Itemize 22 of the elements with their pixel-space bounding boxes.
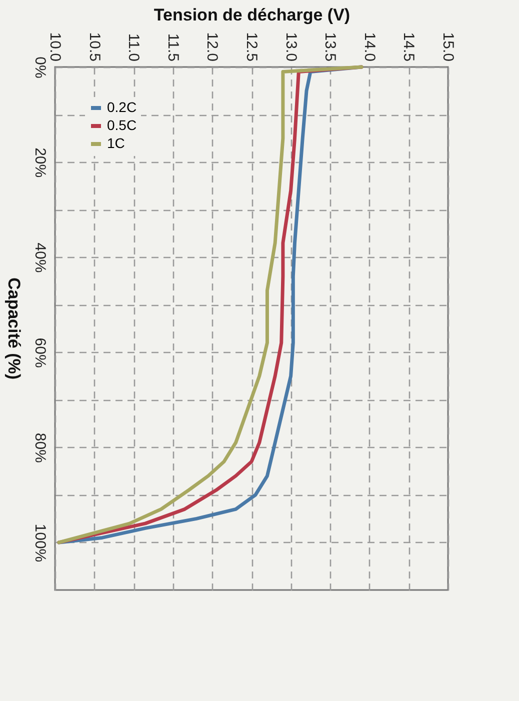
legend-label: 0.5C: [107, 117, 137, 133]
x-tick-label: 11.0: [125, 33, 142, 62]
y-tick-label: 60%: [32, 338, 48, 368]
x-tick-label: 13.5: [322, 32, 339, 62]
x-tick-label: 12.5: [243, 32, 260, 62]
y-tick-label: 100%: [32, 524, 48, 562]
x-axis-title: Tension de décharge (V): [154, 5, 350, 24]
x-tick-label: 10.0: [46, 32, 64, 62]
y-tick-label: 0%: [32, 56, 48, 78]
x-tick-label: 14.0: [360, 32, 378, 62]
y-tick-label: 80%: [32, 432, 48, 463]
x-tick-label: 14.5: [400, 32, 418, 62]
x-tick-label: 13.0: [282, 32, 300, 62]
x-tick-label: 12.0: [204, 32, 221, 62]
legend-label: 1C: [107, 135, 125, 151]
y-tick-label: 20%: [32, 148, 48, 178]
legend-label: 0.2C: [107, 99, 137, 115]
x-tick-label: 11.5: [164, 33, 182, 62]
x-tick-label: 15.0: [440, 32, 456, 62]
y-tick-label: 40%: [32, 242, 48, 273]
x-tick-label: 10.5: [86, 32, 103, 62]
y-axis-title: Capacité (%): [4, 277, 24, 380]
